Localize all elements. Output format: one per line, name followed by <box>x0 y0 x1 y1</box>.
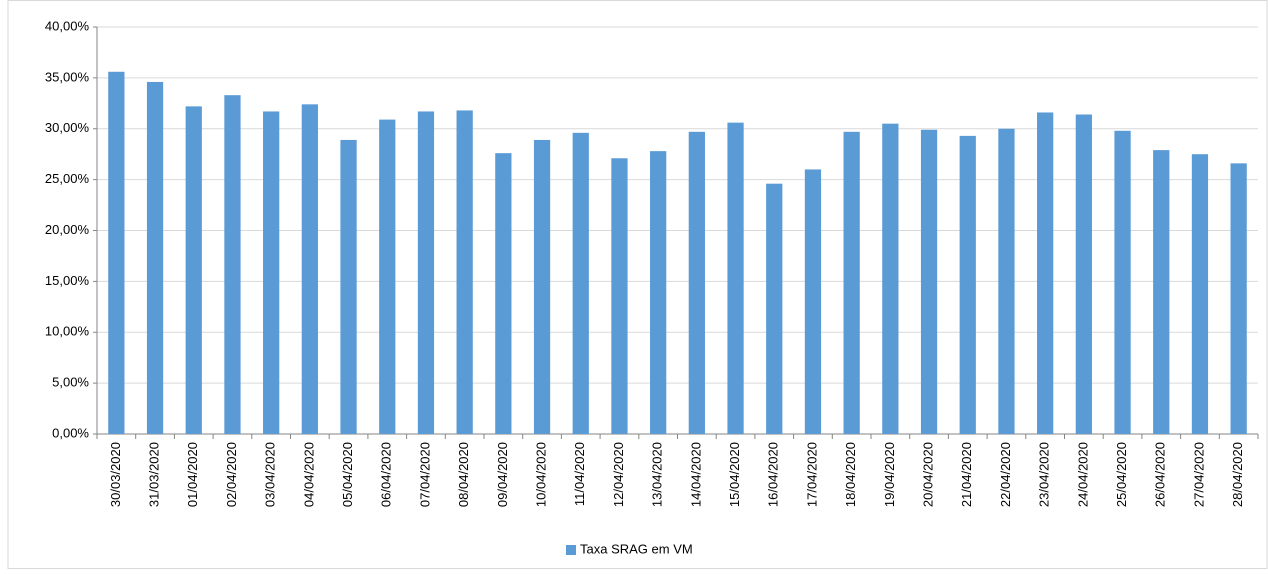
bar <box>959 135 976 434</box>
x-tick-label: 24/04/2020 <box>1075 442 1090 507</box>
x-tick-label: 31/03/2020 <box>146 442 161 507</box>
x-tick-label: 14/04/2020 <box>688 442 703 507</box>
x-tick-label: 17/04/2020 <box>804 442 819 507</box>
bar <box>727 122 744 435</box>
x-tick-label: 19/04/2020 <box>882 442 897 507</box>
x-tick-label: 20/04/2020 <box>920 442 935 507</box>
y-tick-label: 40,00% <box>45 18 90 33</box>
bar <box>417 111 435 434</box>
x-tick-label: 30/03/2020 <box>108 442 123 507</box>
x-tick-label: 15/04/2020 <box>727 442 742 507</box>
x-tick-label: 25/04/2020 <box>1114 442 1129 507</box>
y-tick-label: 10,00% <box>45 324 90 339</box>
x-tick-label: 01/04/2020 <box>185 442 200 507</box>
x-tick-label: 18/04/2020 <box>843 442 858 507</box>
x-tick-label: 05/04/2020 <box>340 442 355 507</box>
bar <box>804 169 822 434</box>
bar <box>1230 163 1247 434</box>
bar <box>185 106 202 435</box>
bar <box>146 81 164 434</box>
bar <box>533 139 551 434</box>
bar <box>108 71 125 435</box>
x-tick-label: 23/04/2020 <box>1037 442 1052 507</box>
x-tick-label: 08/04/2020 <box>456 442 471 507</box>
bar <box>920 129 938 434</box>
x-tick-label: 26/04/2020 <box>1153 442 1168 507</box>
bar <box>688 131 705 435</box>
bar <box>650 151 667 434</box>
x-tick-label: 07/04/2020 <box>417 442 432 507</box>
y-tick-label: 5,00% <box>52 375 89 390</box>
y-tick-label: 20,00% <box>45 222 90 237</box>
bar <box>998 128 1015 434</box>
bar <box>1114 130 1131 434</box>
bar <box>379 119 396 434</box>
bar <box>224 95 241 435</box>
legend-label: Taxa SRAG em VM <box>580 541 693 556</box>
y-tick-label: 15,00% <box>45 273 90 288</box>
y-tick-label: 25,00% <box>45 171 90 186</box>
bar <box>263 111 280 434</box>
bar <box>572 132 589 434</box>
x-tick-label: 10/04/2020 <box>533 442 548 507</box>
y-tick-label: 0,00% <box>52 425 89 440</box>
y-tick-label: 35,00% <box>45 69 90 84</box>
x-tick-label: 16/04/2020 <box>766 442 781 507</box>
x-tick-label: 21/04/2020 <box>959 442 974 507</box>
bar <box>340 139 357 434</box>
x-tick-label: 09/04/2020 <box>495 442 510 507</box>
bar <box>611 158 628 434</box>
bar <box>843 131 860 435</box>
x-tick-label: 11/04/2020 <box>572 442 587 506</box>
x-tick-label: 03/04/2020 <box>263 442 278 507</box>
bar <box>1153 150 1170 434</box>
y-tick-label: 30,00% <box>45 120 90 135</box>
x-tick-label: 27/04/2020 <box>1191 442 1206 507</box>
bar <box>1075 114 1092 434</box>
bar <box>882 123 899 434</box>
bar <box>1037 112 1054 434</box>
bar <box>456 110 473 434</box>
x-tick-label: 06/04/2020 <box>379 442 394 507</box>
x-tick-label: 28/04/2020 <box>1230 442 1245 507</box>
legend-swatch <box>566 545 576 555</box>
x-tick-label: 02/04/2020 <box>224 442 239 507</box>
x-tick-label: 04/04/2020 <box>301 442 316 507</box>
x-tick-label: 12/04/2020 <box>611 442 626 507</box>
bar <box>495 153 512 435</box>
bar <box>301 104 318 434</box>
bar <box>1191 154 1209 434</box>
x-tick-label: 13/04/2020 <box>650 442 665 507</box>
x-tick-label: 22/04/2020 <box>998 442 1013 507</box>
bar <box>766 183 783 434</box>
